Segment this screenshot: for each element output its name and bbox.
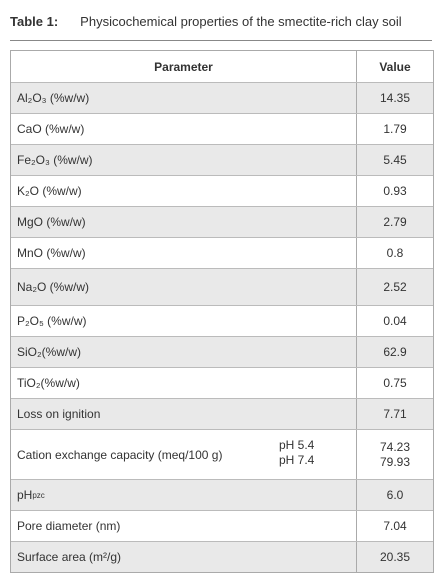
parameter-cell: Surface area (m²/g) xyxy=(11,542,357,572)
value: 0.75 xyxy=(383,376,407,390)
value: 0.8 xyxy=(386,246,404,260)
value-cell: 14.35 xyxy=(357,83,433,113)
parameter-cell: TiO₂(%w/w) xyxy=(11,368,357,398)
value-cell: 2.52 xyxy=(357,269,433,305)
table-row: TiO₂(%w/w) 0.75 xyxy=(11,367,433,398)
parameter-cell: MnO (%w/w) xyxy=(11,238,357,268)
table-row: P₂O₅ (%w/w) 0.04 xyxy=(11,305,433,336)
table-row: Na₂O (%w/w) 2.52 xyxy=(11,268,433,305)
caption-label: Table 1: xyxy=(10,14,59,29)
value: 7.04 xyxy=(383,519,407,533)
table-row: K₂O (%w/w) 0.93 xyxy=(11,175,433,206)
value-cell: 0.8 xyxy=(357,238,433,268)
table-row: CaO (%w/w) 1.79 xyxy=(11,113,433,144)
parameter-cell: Loss on ignition xyxy=(11,399,357,429)
parameter: Cation exchange capacity (meq/100 g) xyxy=(17,447,223,462)
header-cell: Parameter xyxy=(11,51,357,82)
parameter-cell: Na₂O (%w/w) xyxy=(11,269,357,305)
value-cell: 0.04 xyxy=(357,306,433,336)
parameter-cell: pH pzc xyxy=(11,480,357,510)
value: 2.79 xyxy=(383,215,407,229)
parameter: SiO₂(%w/w) xyxy=(17,345,81,359)
value: 7.71 xyxy=(383,407,407,421)
parameter: Na₂O (%w/w) xyxy=(17,280,89,294)
parameter-cell: Fe₂O₃ (%w/w) xyxy=(11,145,357,175)
parameter: Pore diameter (nm) xyxy=(17,519,121,533)
parameter: TiO₂(%w/w) xyxy=(17,376,80,390)
parameter-cell: Pore diameter (nm) xyxy=(11,511,357,541)
value-cell: 74.23 79.93 xyxy=(357,430,433,479)
header-row: Parameter Value xyxy=(11,51,433,82)
table-row: Loss on ignition 7.71 xyxy=(11,398,433,429)
value: 6.0 xyxy=(386,488,404,502)
table-row: Surface area (m²/g) 20.35 xyxy=(11,541,433,572)
value-cell: 6.0 xyxy=(357,480,433,510)
table-row: MnO (%w/w) 0.8 xyxy=(11,237,433,268)
parameter-cell: CaO (%w/w) xyxy=(11,114,357,144)
table-row: Pore diameter (nm) 7.04 xyxy=(11,510,433,541)
table-row: Al₂O₃ (%w/w) 14.35 xyxy=(11,82,433,113)
parameter: MnO (%w/w) xyxy=(17,246,86,260)
parameter-cell: Cation exchange capacity (meq/100 g) xyxy=(11,430,357,479)
value: 62.9 xyxy=(383,345,407,359)
value-cell: 7.71 xyxy=(357,399,433,429)
parameter: Fe₂O₃ (%w/w) xyxy=(17,153,93,167)
value: 20.35 xyxy=(379,550,411,564)
value: 1.79 xyxy=(383,122,407,136)
parameter: Surface area (m²/g) xyxy=(17,550,122,564)
condition: pH 5.4 xyxy=(279,438,315,452)
parameter-cell: SiO₂(%w/w) xyxy=(11,337,357,367)
parameter: pH xyxy=(17,488,33,502)
value-cell: 2.79 xyxy=(357,207,433,237)
value: 0.93 xyxy=(383,184,407,198)
value: 5.45 xyxy=(383,153,407,167)
caption-title: Physicochemical properties of the smecti… xyxy=(80,14,402,29)
parameter-cell: Al₂O₃ (%w/w) xyxy=(11,83,357,113)
parameter-cell: MgO (%w/w) xyxy=(11,207,357,237)
table-row: Cation exchange capacity (meq/100 g) pH 5… xyxy=(11,429,433,479)
parameter: P₂O₅ (%w/w) xyxy=(17,314,87,328)
parameter: Al₂O₃ (%w/w) xyxy=(17,91,90,105)
header-cell: Value xyxy=(379,59,411,74)
conditions: pH 5.4 pH 7.4 xyxy=(279,438,314,468)
condition: pH 7.4 xyxy=(279,453,315,467)
table-row: Fe₂O₃ (%w/w) 5.45 xyxy=(11,144,433,175)
table: Parameter Value Al₂O₃ (%w/w) 14.35 CaO (%w… xyxy=(10,50,434,573)
value-cell: 20.35 xyxy=(357,542,433,572)
value: 2.52 xyxy=(383,280,407,294)
value: 79.93 xyxy=(379,454,411,469)
table-row: SiO₂(%w/w) 62.9 xyxy=(11,336,433,367)
parameter: Loss on ignition xyxy=(17,407,101,421)
parameter: K₂O (%w/w) xyxy=(17,184,82,198)
value-cell: 1.79 xyxy=(357,114,433,144)
parameter-cell: K₂O (%w/w) xyxy=(11,176,357,206)
value-cell: 0.75 xyxy=(357,368,433,398)
table-row: pH pzc 6.0 xyxy=(11,479,433,510)
value: 14.35 xyxy=(379,91,411,105)
parameter: CaO (%w/w) xyxy=(17,122,85,136)
value-cell: 0.93 xyxy=(357,176,433,206)
value-cell: 5.45 xyxy=(357,145,433,175)
parameter-subscript: pzc xyxy=(32,490,45,500)
parameter-cell: P₂O₅ (%w/w) xyxy=(11,306,357,336)
value: 0.04 xyxy=(383,314,407,328)
table-caption: Table 1: Physicochemical properties of th… xyxy=(10,14,432,41)
value-cell: 7.04 xyxy=(357,511,433,541)
value-cell: 62.9 xyxy=(357,337,433,367)
table-row: MgO (%w/w) 2.79 xyxy=(11,206,433,237)
value: 74.23 xyxy=(379,439,411,454)
parameter: MgO (%w/w) xyxy=(17,215,86,229)
